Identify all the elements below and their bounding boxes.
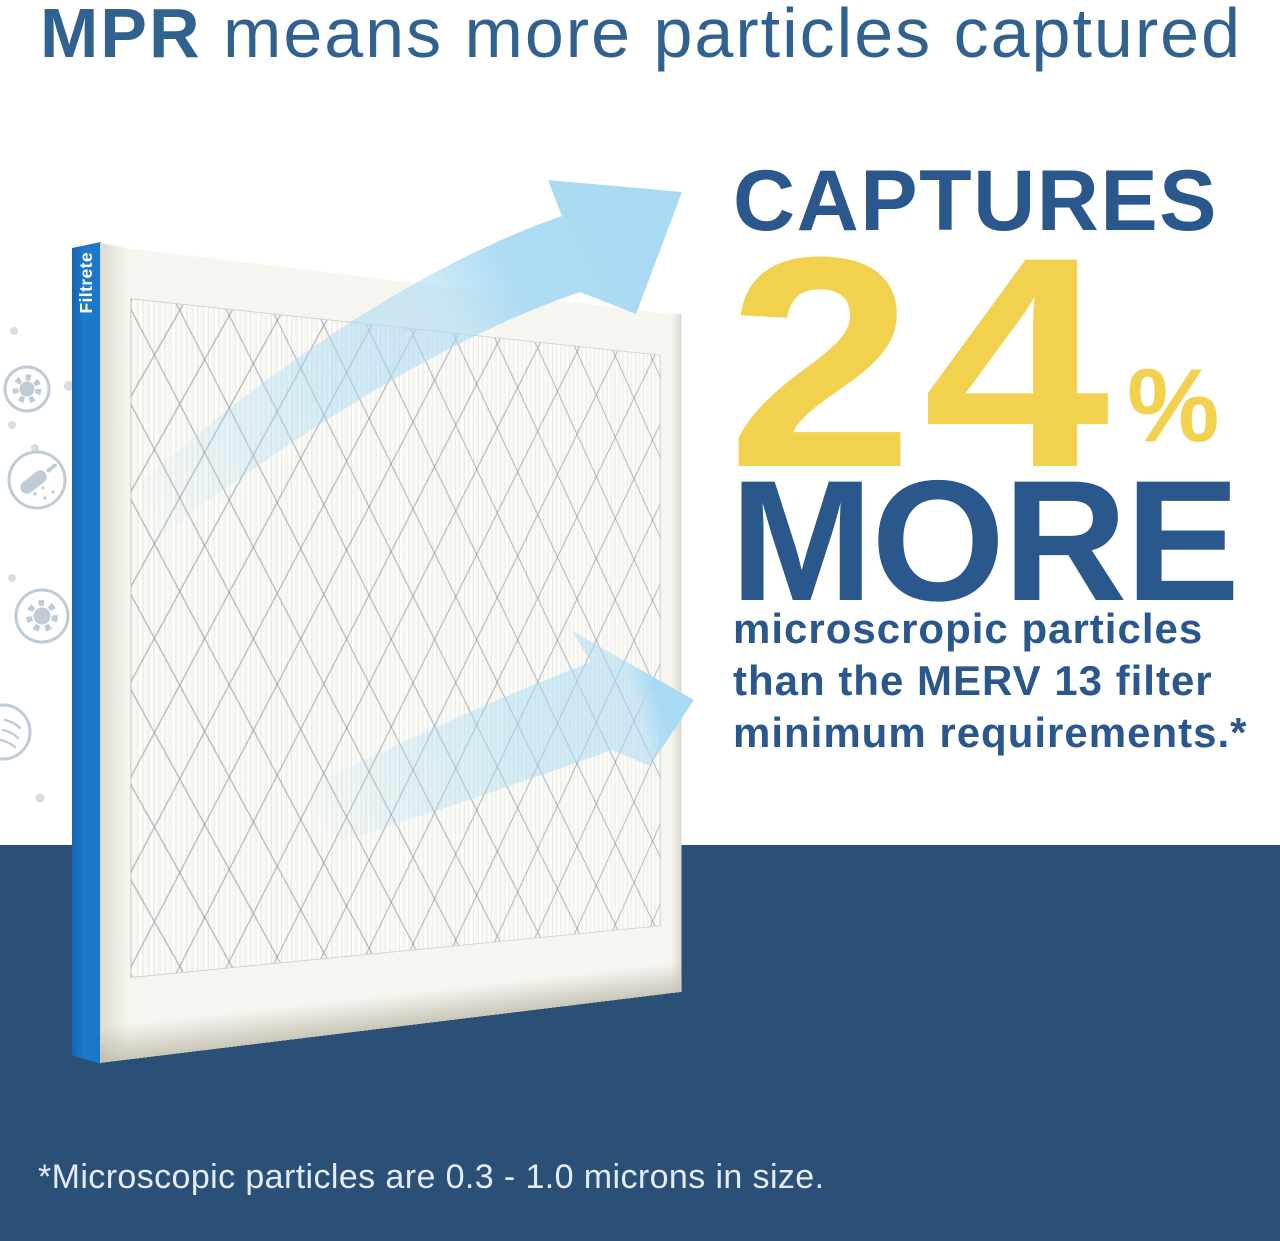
allergen-particle-icon	[3, 365, 51, 413]
particle-dot	[10, 327, 18, 335]
stat-description-line: than the MERV 13 filter	[733, 657, 1213, 704]
headline-acronym: MPR	[40, 0, 202, 72]
particle-dot	[8, 574, 16, 582]
particle-dot	[31, 444, 39, 452]
particle-dot	[35, 793, 45, 803]
airflow-arrow-middle	[313, 631, 694, 840]
captures-label: CAPTURES	[733, 153, 1219, 249]
particle-dot	[8, 421, 16, 429]
page-title: MPR means more particles captured	[40, 0, 1270, 70]
stat-value: 24	[727, 194, 1119, 530]
odor-particle-icon	[7, 450, 67, 510]
particle-dot	[64, 381, 74, 391]
footnote-text: *Microscopic particles are 0.3 - 1.0 mic…	[38, 1158, 825, 1196]
airflow-arrow-top	[104, 180, 682, 562]
particle-icons-strip	[0, 327, 74, 803]
stat-description-line: minimum requirements.*	[733, 709, 1248, 756]
fiber-particle-icon	[0, 703, 32, 761]
headline-text: means more particles captured	[201, 0, 1243, 72]
stat-percent-sign: %	[1127, 348, 1220, 464]
stat-value-block: 24 %	[727, 212, 1219, 512]
stat-description-line: microscropic particles	[733, 605, 1204, 652]
pollen-particle-icon	[14, 588, 70, 644]
more-label: MORE	[730, 445, 1240, 637]
stat-description: microscropic particles than the MERV 13 …	[733, 603, 1247, 759]
filter-side-edge: Filtrete	[72, 242, 101, 1064]
